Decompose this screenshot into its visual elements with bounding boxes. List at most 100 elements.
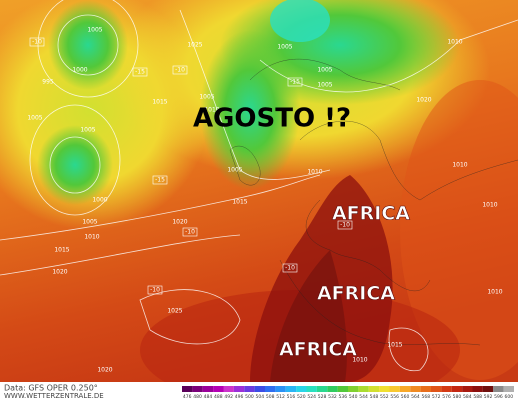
isobar-labels: 1005 1000 995 1005 1005 1000 1005 1010 1015 1020 1… xyxy=(27,27,502,374)
colorbar-swatch xyxy=(316,386,328,392)
colorbar-swatch xyxy=(202,386,214,392)
colorbar-label: 556 xyxy=(390,394,399,400)
isobar-label: 1010 xyxy=(307,169,322,176)
isobar-label: 1010 xyxy=(487,289,502,296)
colorbar-label: 576 xyxy=(442,394,451,400)
colorbar-swatch xyxy=(493,386,504,392)
colorbar-label: 488 xyxy=(214,394,223,400)
colorbar-label: 524 xyxy=(307,394,316,400)
colorbar-label: 552 xyxy=(380,394,389,400)
colorbar-swatch xyxy=(389,386,400,392)
colorbar-label: 520 xyxy=(297,394,306,400)
colorbar-label: 600 xyxy=(505,394,514,400)
colorbar-label: 588 xyxy=(473,394,482,400)
colorbar-swatch xyxy=(441,386,452,392)
isobar-label: 1005 xyxy=(277,44,292,51)
colorbar-swatch xyxy=(213,386,224,392)
colorbar-label: 496 xyxy=(235,394,244,400)
isobar-label: 1010 xyxy=(352,357,367,364)
colorbar-label: 516 xyxy=(287,394,296,400)
field-label-box xyxy=(147,285,163,295)
colorbar-label: 476 xyxy=(183,394,192,400)
isobar-label: 1005 xyxy=(87,27,102,34)
field-label-box xyxy=(29,37,45,47)
africa-label: AFRICA xyxy=(317,283,395,305)
isobar-label: 1020 xyxy=(172,219,187,226)
colorbar-label: 528 xyxy=(318,394,327,400)
colorbar-label: 492 xyxy=(224,394,233,400)
field-label-box xyxy=(337,220,353,230)
field-label: -10 xyxy=(185,229,195,236)
colorbar-label: 540 xyxy=(349,394,358,400)
isobar-label: 1025 xyxy=(167,308,182,315)
field-label: -10 xyxy=(175,67,185,74)
colorbar-label: 560 xyxy=(401,394,410,400)
isobar-label: 1010 xyxy=(204,107,219,114)
colorbar-swatch xyxy=(420,386,431,392)
isobar-label: 1015 xyxy=(152,99,167,106)
isobar-label: 1010 xyxy=(452,162,467,169)
colorbar-label: 572 xyxy=(432,394,441,400)
colorbar-swatch xyxy=(244,386,255,392)
isobar-label: 1010 xyxy=(482,202,497,209)
field-label-box xyxy=(182,227,198,237)
isobar-label: 1005 xyxy=(317,67,332,74)
colorbar-swatch xyxy=(337,386,348,392)
data-source: Data: GFS OPER 0.250° xyxy=(4,384,98,393)
colorbar-swatch xyxy=(358,386,369,392)
colorbar-swatch xyxy=(265,386,276,392)
colorbar-swatch xyxy=(410,386,421,392)
colorbar-swatch xyxy=(182,386,193,392)
isobar-label: 1015 xyxy=(387,342,402,349)
isobar-label: 995 xyxy=(42,79,54,86)
isobar-label: 1020 xyxy=(97,367,112,374)
colorbar-label: 512 xyxy=(276,394,285,400)
colorbar-label: 592 xyxy=(484,394,493,400)
field-labels: -10 -15 -10 -15 -15 -10 -10 -10 -10 xyxy=(29,37,353,295)
field-label-box xyxy=(287,77,303,87)
isobar-label: 1020 xyxy=(52,269,67,276)
colorbar-swatch xyxy=(399,386,411,392)
field-label-box xyxy=(282,263,298,273)
colorbar-label: 536 xyxy=(339,394,348,400)
isobar-label: 1005 xyxy=(82,219,97,226)
colorbar-swatch xyxy=(306,386,317,392)
colorbar-label: 584 xyxy=(463,394,472,400)
africa-label: AFRICA xyxy=(279,339,357,361)
field-label: -10 xyxy=(32,39,42,46)
isobar-label: 1025 xyxy=(187,42,202,49)
colorbar-label: 508 xyxy=(266,394,275,400)
colorbar-label: 504 xyxy=(256,394,265,400)
colorbar-label: 548 xyxy=(370,394,379,400)
colorbar-swatch xyxy=(451,386,463,392)
colorbar-label: 500 xyxy=(245,394,254,400)
colorbar-label: 596 xyxy=(494,394,503,400)
colorbar-swatch xyxy=(462,386,473,392)
colorbar-swatch xyxy=(254,386,265,392)
field-label-box xyxy=(172,65,188,75)
colorbar-label: 564 xyxy=(411,394,420,400)
field-label: -15 xyxy=(290,79,300,86)
field-label: -15 xyxy=(135,69,145,76)
field-label: -10 xyxy=(150,287,160,294)
colorbar-swatch xyxy=(327,386,338,392)
isobar-label: 1000 xyxy=(92,197,107,204)
colorbar-label: 544 xyxy=(359,394,368,400)
isobar-label: 1010 xyxy=(447,39,462,46)
isobar-label: 1005 xyxy=(317,82,332,89)
colorbar: 476 480 484 488 492 496 500 504 508 512 516 520 524 5… xyxy=(182,386,514,400)
colorbar-swatch xyxy=(368,386,380,392)
field-label: -10 xyxy=(285,265,295,272)
colorbar-label: 568 xyxy=(422,394,431,400)
isobar-label: 1020 xyxy=(416,97,431,104)
colorbar-swatch xyxy=(233,386,245,392)
isobars xyxy=(0,0,518,371)
colorbar-swatch xyxy=(482,386,494,392)
colorbar-swatch xyxy=(503,386,514,392)
isobar-label: 1015 xyxy=(54,247,69,254)
field-label-box xyxy=(152,175,168,185)
colorbar-swatch xyxy=(379,386,390,392)
website: WWW.WETTERZENTRALE.DE xyxy=(4,392,104,400)
colorbar-label: 484 xyxy=(204,394,213,400)
